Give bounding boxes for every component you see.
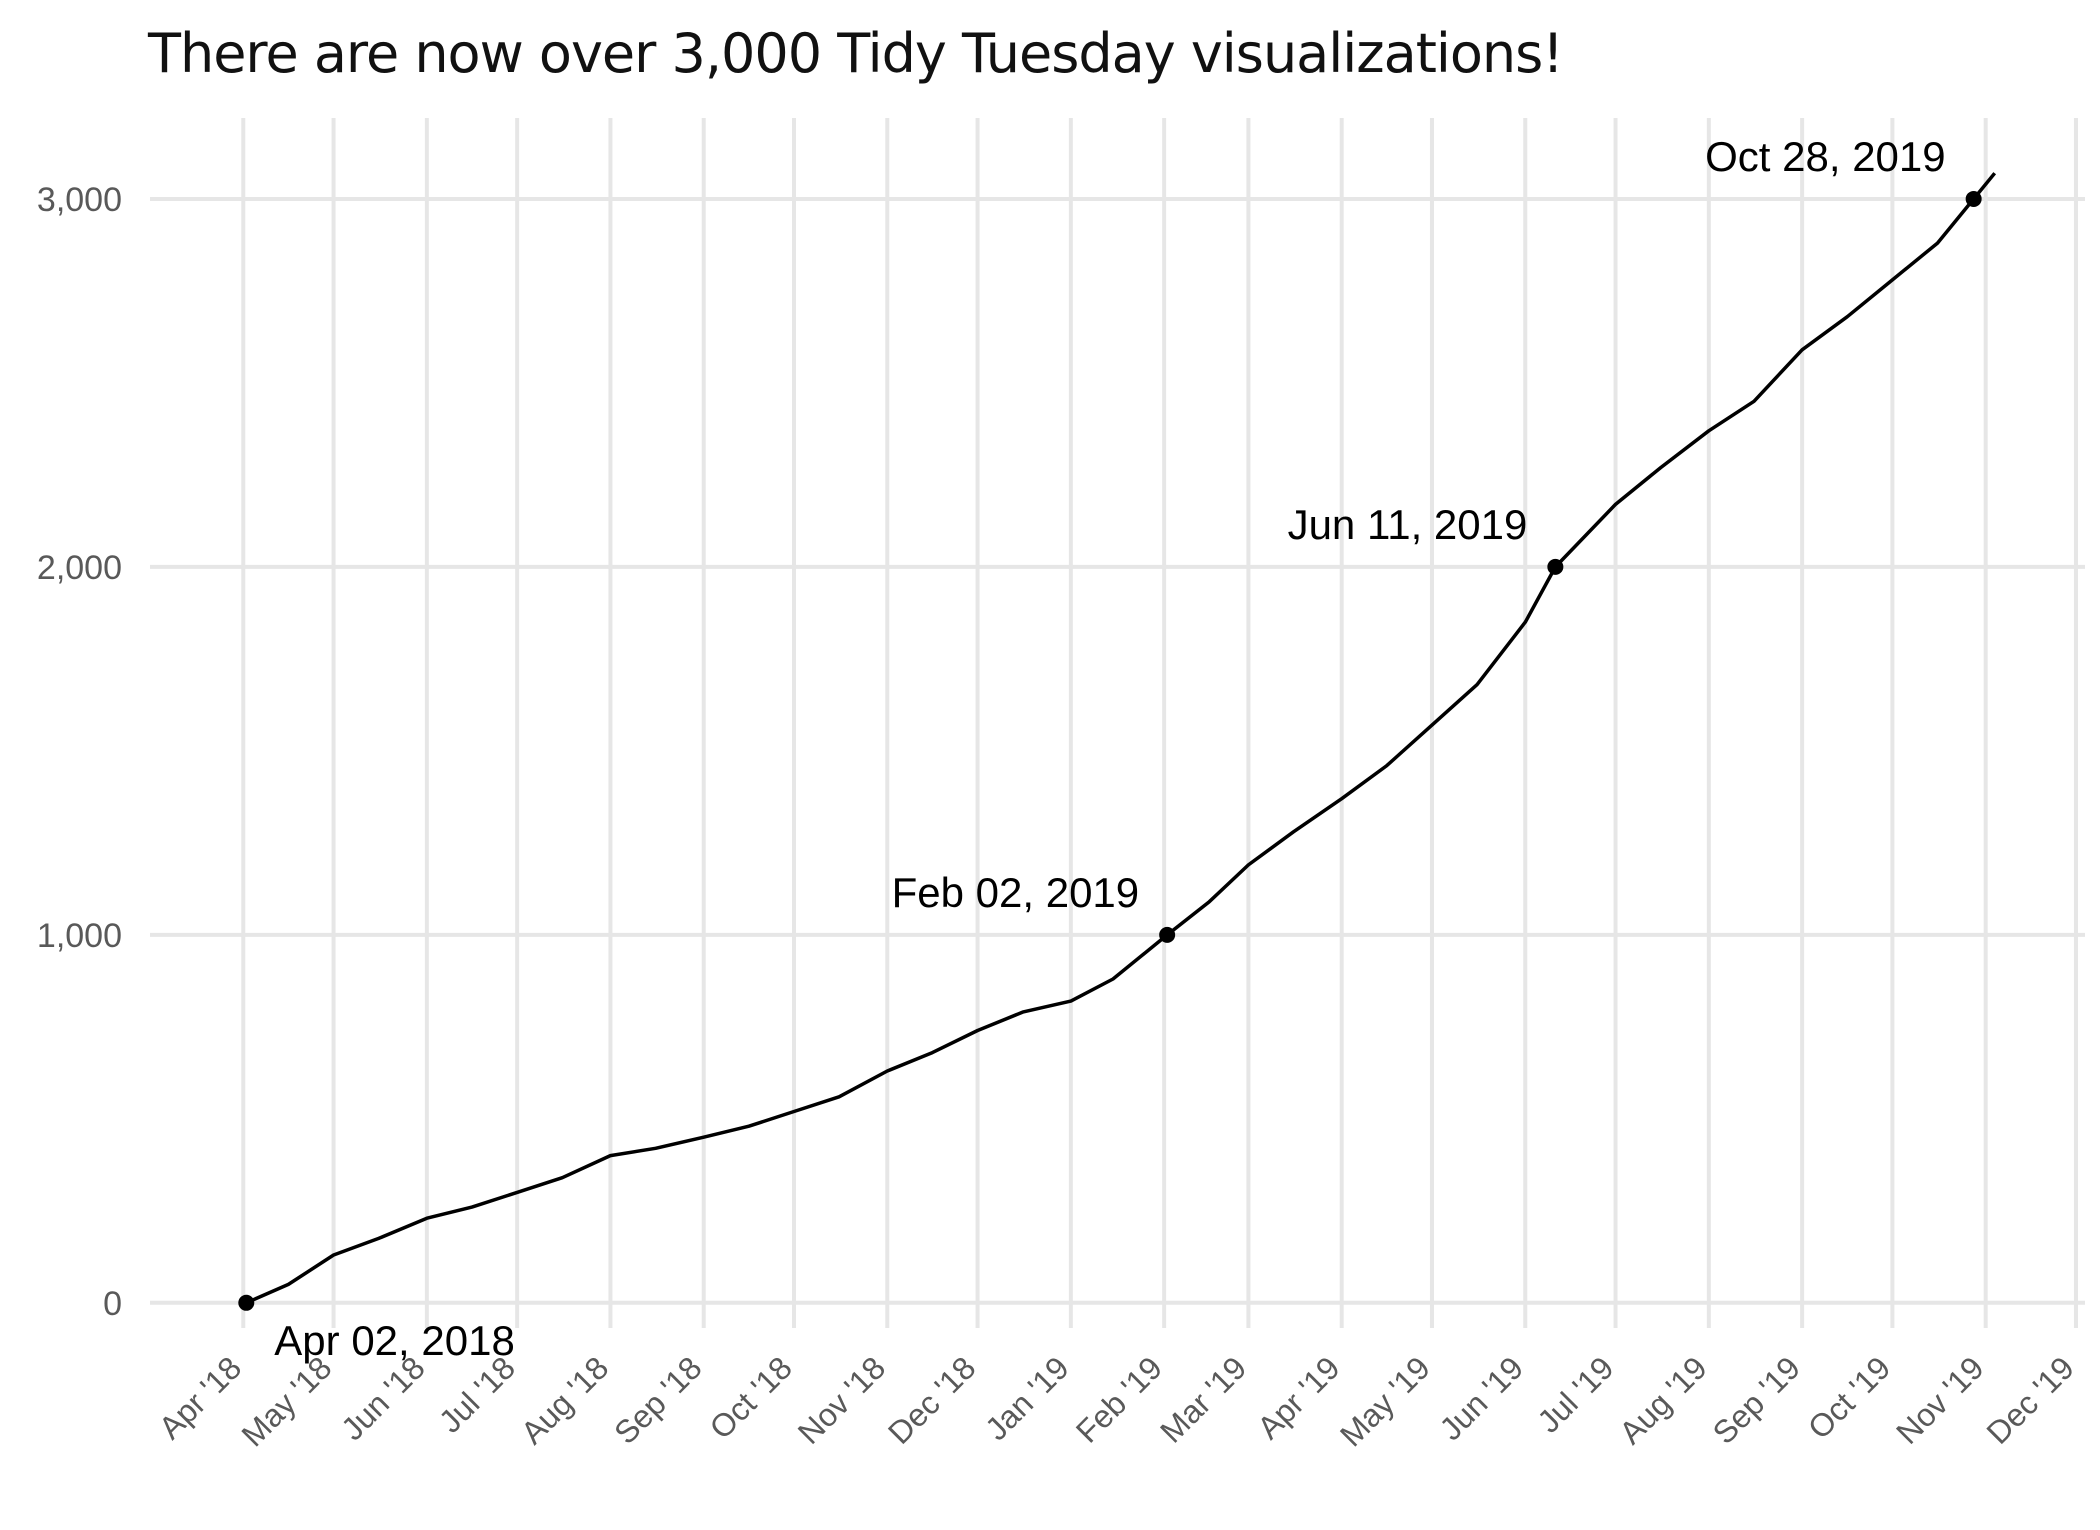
- x-tick-label: Jul '19: [1530, 1349, 1620, 1439]
- x-tick-label: Jun '19: [1433, 1349, 1531, 1447]
- x-tick-label: Mar '19: [1153, 1349, 1253, 1449]
- y-axis-ticks: 0 1,000 2,000 3,000: [37, 181, 122, 1323]
- x-tick-label: May '18: [235, 1349, 339, 1453]
- x-tick-label: Aug '18: [514, 1349, 615, 1450]
- cumulative-count-line: [245, 172, 1997, 1305]
- x-tick-label: Nov '19: [1889, 1349, 1990, 1450]
- milestone-point: [1159, 926, 1176, 943]
- milestone-label: Jun 11, 2019: [1288, 501, 1528, 548]
- milestone-point: [1965, 190, 1982, 207]
- milestone-label: Feb 02, 2019: [892, 869, 1140, 916]
- x-tick-label: Apr '19: [1250, 1349, 1346, 1445]
- y-tick-label: 1,000: [37, 917, 122, 955]
- x-tick-label: Feb '19: [1069, 1349, 1169, 1449]
- milestone-label: Oct 28, 2019: [1705, 133, 1946, 180]
- milestone-annotations: Apr 02, 2018 Feb 02, 2019 Jun 11, 2019 Oct …: [238, 133, 1982, 1364]
- x-tick-label: Oct '18: [703, 1349, 799, 1445]
- x-tick-label: Jan '19: [978, 1349, 1076, 1447]
- y-tick-label: 3,000: [37, 181, 122, 219]
- x-tick-label: Sep '19: [1706, 1349, 1807, 1450]
- x-tick-label: Nov '18: [791, 1349, 892, 1450]
- chart-title: There are now over 3,000 Tidy Tuesday vi…: [148, 22, 1564, 85]
- x-tick-label: Dec '19: [1979, 1349, 2080, 1450]
- milestone-label: Apr 02, 2018: [274, 1317, 515, 1364]
- y-tick-label: 2,000: [37, 549, 122, 587]
- x-tick-label: Aug '19: [1612, 1349, 1713, 1450]
- x-tick-label: Oct '19: [1801, 1349, 1897, 1445]
- x-tick-label: Sep '18: [607, 1349, 708, 1450]
- y-tick-label: 0: [103, 1285, 122, 1323]
- milestone-point: [1547, 558, 1564, 575]
- x-tick-label: May '19: [1333, 1349, 1437, 1453]
- x-tick-label: Dec '18: [881, 1349, 982, 1450]
- x-tick-label: Jun '18: [334, 1349, 432, 1447]
- milestone-point: [238, 1294, 255, 1311]
- grid-lines: [150, 118, 2085, 1328]
- x-tick-label: Apr '18: [152, 1349, 248, 1445]
